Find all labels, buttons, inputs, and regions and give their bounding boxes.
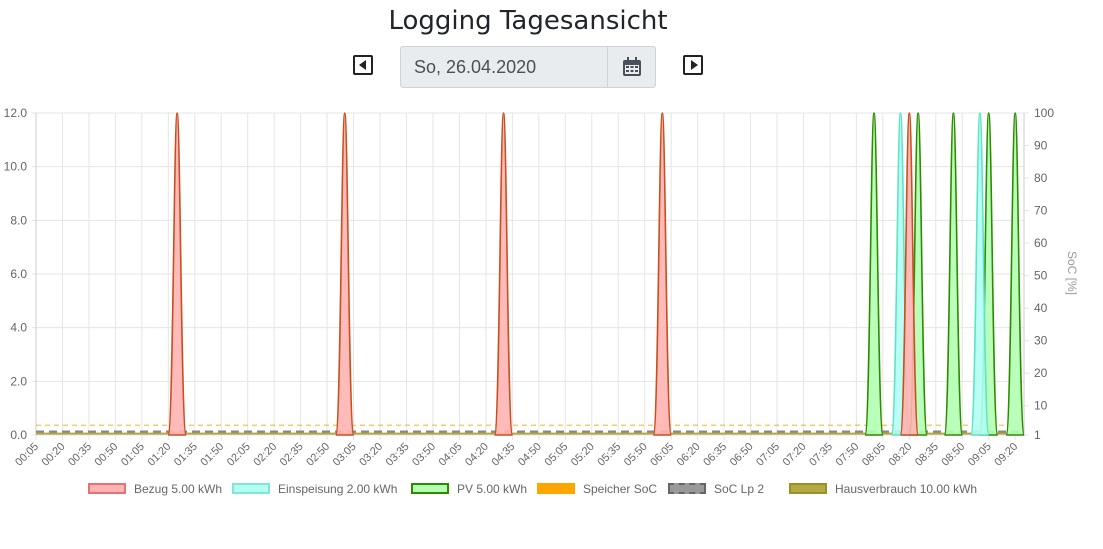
calendar-button[interactable] <box>607 47 655 87</box>
legend-label: SoC Lp 2 <box>714 482 765 496</box>
y-left-tick-label: 12.0 <box>4 106 28 120</box>
x-tick-label: 05:20 <box>569 441 597 469</box>
legend-label: PV 5.00 kWh <box>457 482 528 496</box>
legend-swatch <box>232 483 270 494</box>
caret-right-icon <box>691 60 698 70</box>
y-left-tick-label: 4.0 <box>10 321 27 335</box>
next-day-button[interactable] <box>683 55 703 75</box>
y-right-tick-label: 80 <box>1034 171 1048 185</box>
bezug-peak <box>493 112 514 436</box>
y-right-tick-label: 70 <box>1034 204 1048 218</box>
x-tick-label: 00:05 <box>13 441 41 469</box>
y-right-tick-label: 100 <box>1034 106 1054 120</box>
x-tick-label: 08:50 <box>939 441 967 469</box>
x-tick-label: 06:50 <box>728 441 756 469</box>
x-tick-label: 05:35 <box>595 441 623 469</box>
legend-swatch <box>789 483 827 494</box>
previous-day-button[interactable] <box>353 55 373 75</box>
y-right-tick-label: 50 <box>1034 269 1048 283</box>
calendar-icon <box>623 57 641 76</box>
bezug-peak <box>899 112 920 436</box>
legend-label: Einspeisung 2.00 kWh <box>278 482 398 496</box>
date-input[interactable] <box>401 47 607 87</box>
pv-peak <box>1005 112 1025 436</box>
x-tick-label: 07:20 <box>781 441 809 469</box>
x-tick-label: 09:20 <box>992 441 1020 469</box>
pv-peak <box>943 112 964 436</box>
x-tick-label: 04:35 <box>490 441 518 469</box>
x-tick-label: 04:20 <box>463 441 491 469</box>
x-tick-label: 05:50 <box>622 441 650 469</box>
x-tick-label: 01:50 <box>198 441 226 469</box>
x-tick-label: 03:35 <box>384 441 412 469</box>
x-tick-label: 07:50 <box>834 441 862 469</box>
y-right-tick-label: 40 <box>1034 301 1048 315</box>
x-tick-label: 07:05 <box>754 441 782 469</box>
date-picker <box>400 46 656 88</box>
legend-swatch <box>668 483 706 494</box>
y-right-axis-label: SoC [%] <box>1065 251 1079 295</box>
y-left-tick-label: 6.0 <box>10 267 27 281</box>
legend-swatch <box>411 483 449 494</box>
legend-swatch <box>537 483 575 494</box>
pv-peak <box>864 112 884 436</box>
x-tick-label: 08:35 <box>913 441 941 469</box>
y-left-tick-label: 8.0 <box>10 213 27 227</box>
x-tick-label: 01:35 <box>172 441 200 469</box>
y-right-tick-label: 30 <box>1034 334 1048 348</box>
x-tick-label: 08:05 <box>860 441 888 469</box>
bezug-peak <box>334 112 355 436</box>
x-tick-label: 02:35 <box>278 441 306 469</box>
x-tick-label: 05:05 <box>542 441 570 469</box>
legend-label: Bezug 5.00 kWh <box>134 482 223 496</box>
bezug-peak <box>167 112 187 436</box>
x-tick-label: 02:05 <box>225 441 253 469</box>
x-tick-label: 01:05 <box>119 441 147 469</box>
page-title: Logging Tagesansicht <box>388 6 668 36</box>
x-tick-label: 08:20 <box>886 441 914 469</box>
legend-label: Hausverbrauch 10.00 kWh <box>835 482 978 496</box>
x-tick-label: 09:05 <box>966 441 994 469</box>
y-right-tick-label: 20 <box>1034 366 1048 380</box>
x-tick-label: 02:20 <box>251 441 279 469</box>
y-left-tick-label: 2.0 <box>10 374 27 388</box>
x-tick-label: 01:20 <box>145 441 173 469</box>
einspeisung-peak <box>970 112 990 436</box>
legend-swatch <box>88 483 126 494</box>
caret-left-icon <box>359 60 366 70</box>
x-tick-label: 00:50 <box>93 441 121 469</box>
bezug-peak <box>652 112 673 436</box>
y-right-tick-label: 10 <box>1034 399 1048 413</box>
x-tick-label: 00:20 <box>40 441 68 469</box>
x-tick-label: 06:20 <box>675 441 703 469</box>
x-tick-label: 06:05 <box>648 441 676 469</box>
x-tick-label: 00:35 <box>66 441 94 469</box>
legend-label: Speicher SoC <box>583 482 658 496</box>
y-right-tick-label: 60 <box>1034 236 1048 250</box>
x-tick-label: 03:05 <box>331 441 359 469</box>
x-tick-label: 06:35 <box>701 441 729 469</box>
x-tick-label: 07:35 <box>807 441 835 469</box>
y-right-tick-label: 90 <box>1034 139 1048 153</box>
y-left-tick-label: 0.0 <box>10 428 27 442</box>
x-tick-label: 04:50 <box>516 441 544 469</box>
x-tick-label: 04:05 <box>437 441 465 469</box>
x-tick-label: 03:50 <box>410 441 438 469</box>
y-left-tick-label: 10.0 <box>4 160 28 174</box>
x-tick-label: 02:50 <box>304 441 332 469</box>
logging-chart: 00:0500:2000:3500:5001:0501:2001:3501:50… <box>4 106 1079 469</box>
y-right-tick-label: 1 <box>1034 428 1041 442</box>
x-tick-label: 03:20 <box>357 441 385 469</box>
